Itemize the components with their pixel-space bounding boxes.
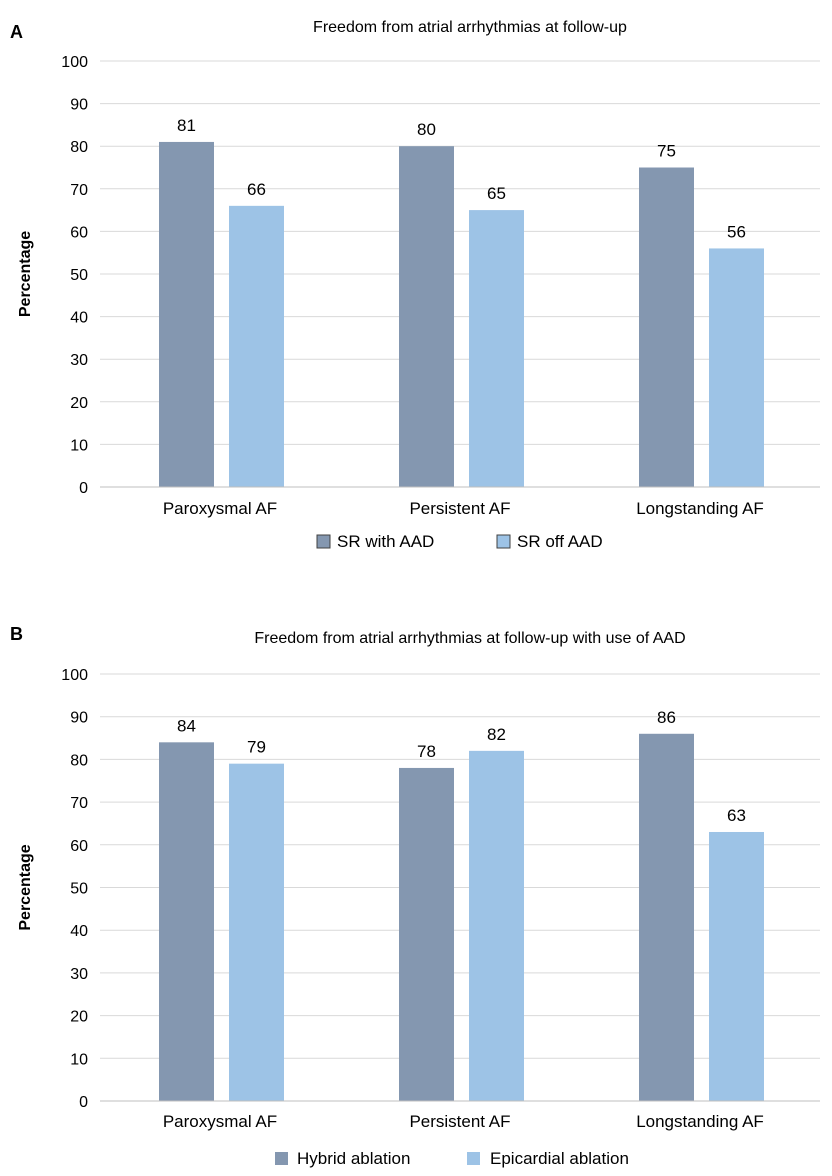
data-label: 66	[247, 180, 266, 199]
bar-0-2	[639, 167, 694, 487]
chart-title: Freedom from atrial arrhythmias at follo…	[254, 630, 685, 647]
y-tick-label: 60	[70, 224, 88, 241]
data-label: 65	[487, 184, 506, 203]
legend-label: Epicardial ablation	[490, 1149, 629, 1168]
x-category-label: Paroxysmal AF	[163, 499, 277, 518]
y-tick-label: 30	[70, 352, 88, 369]
legend-swatch-0	[275, 1152, 288, 1165]
y-tick-label: 30	[70, 966, 88, 983]
y-tick-label: 50	[70, 267, 88, 284]
legend-swatch-0	[316, 534, 331, 549]
bar-0-1	[399, 767, 454, 1101]
bar-1-2	[709, 831, 764, 1101]
data-label: 78	[417, 742, 436, 761]
y-tick-label: 80	[70, 139, 88, 156]
y-tick-label: 20	[70, 1009, 88, 1026]
data-label: 82	[487, 725, 506, 744]
data-label: 75	[657, 142, 676, 161]
bar-1-0	[229, 205, 284, 487]
y-tick-label: 100	[61, 54, 88, 71]
y-tick-label: 40	[70, 310, 88, 327]
data-label: 63	[727, 806, 746, 825]
bar-0-1	[399, 146, 454, 487]
data-label: 84	[177, 716, 196, 735]
data-label: 81	[177, 116, 196, 135]
x-category-label: Persistent AF	[409, 499, 510, 518]
y-tick-label: 40	[70, 923, 88, 940]
legend-label: Hybrid ablation	[297, 1149, 410, 1168]
bar-1-0	[229, 763, 284, 1101]
bar-1-1	[469, 210, 524, 487]
bar-1-1	[469, 750, 524, 1101]
legend-swatch-1	[467, 1152, 480, 1165]
chart-title: Freedom from atrial arrhythmias at follo…	[313, 19, 627, 36]
data-label: 86	[657, 708, 676, 727]
y-tick-label: 70	[70, 795, 88, 812]
x-category-label: Paroxysmal AF	[163, 1112, 277, 1131]
x-category-label: Longstanding AF	[636, 499, 764, 518]
x-category-label: Persistent AF	[409, 1112, 510, 1131]
y-tick-label: 60	[70, 838, 88, 855]
y-tick-label: 10	[70, 437, 88, 454]
data-label: 80	[417, 120, 436, 139]
legend-swatch-1	[496, 534, 511, 549]
y-axis-label: Percentage	[17, 231, 34, 317]
legend-label: SR with AAD	[337, 532, 434, 551]
bar-1-2	[709, 248, 764, 487]
y-tick-label: 70	[70, 182, 88, 199]
y-tick-label: 90	[70, 97, 88, 114]
y-axis-label: Percentage	[17, 844, 34, 930]
y-tick-label: 50	[70, 881, 88, 898]
legend-label: SR off AAD	[517, 532, 603, 551]
data-label: 79	[247, 738, 266, 757]
data-label: 56	[727, 222, 746, 241]
bar-0-0	[159, 742, 214, 1101]
panel-letter: B	[10, 624, 23, 644]
bar-0-2	[639, 733, 694, 1101]
y-tick-label: 20	[70, 395, 88, 412]
y-tick-label: 0	[79, 1094, 88, 1111]
y-tick-label: 0	[79, 480, 88, 497]
bar-0-0	[159, 141, 214, 487]
y-tick-label: 90	[70, 710, 88, 727]
x-category-label: Longstanding AF	[636, 1112, 764, 1131]
y-tick-label: 100	[61, 667, 88, 684]
panel-letter: A	[10, 22, 23, 42]
y-tick-label: 10	[70, 1051, 88, 1068]
y-tick-label: 80	[70, 752, 88, 769]
